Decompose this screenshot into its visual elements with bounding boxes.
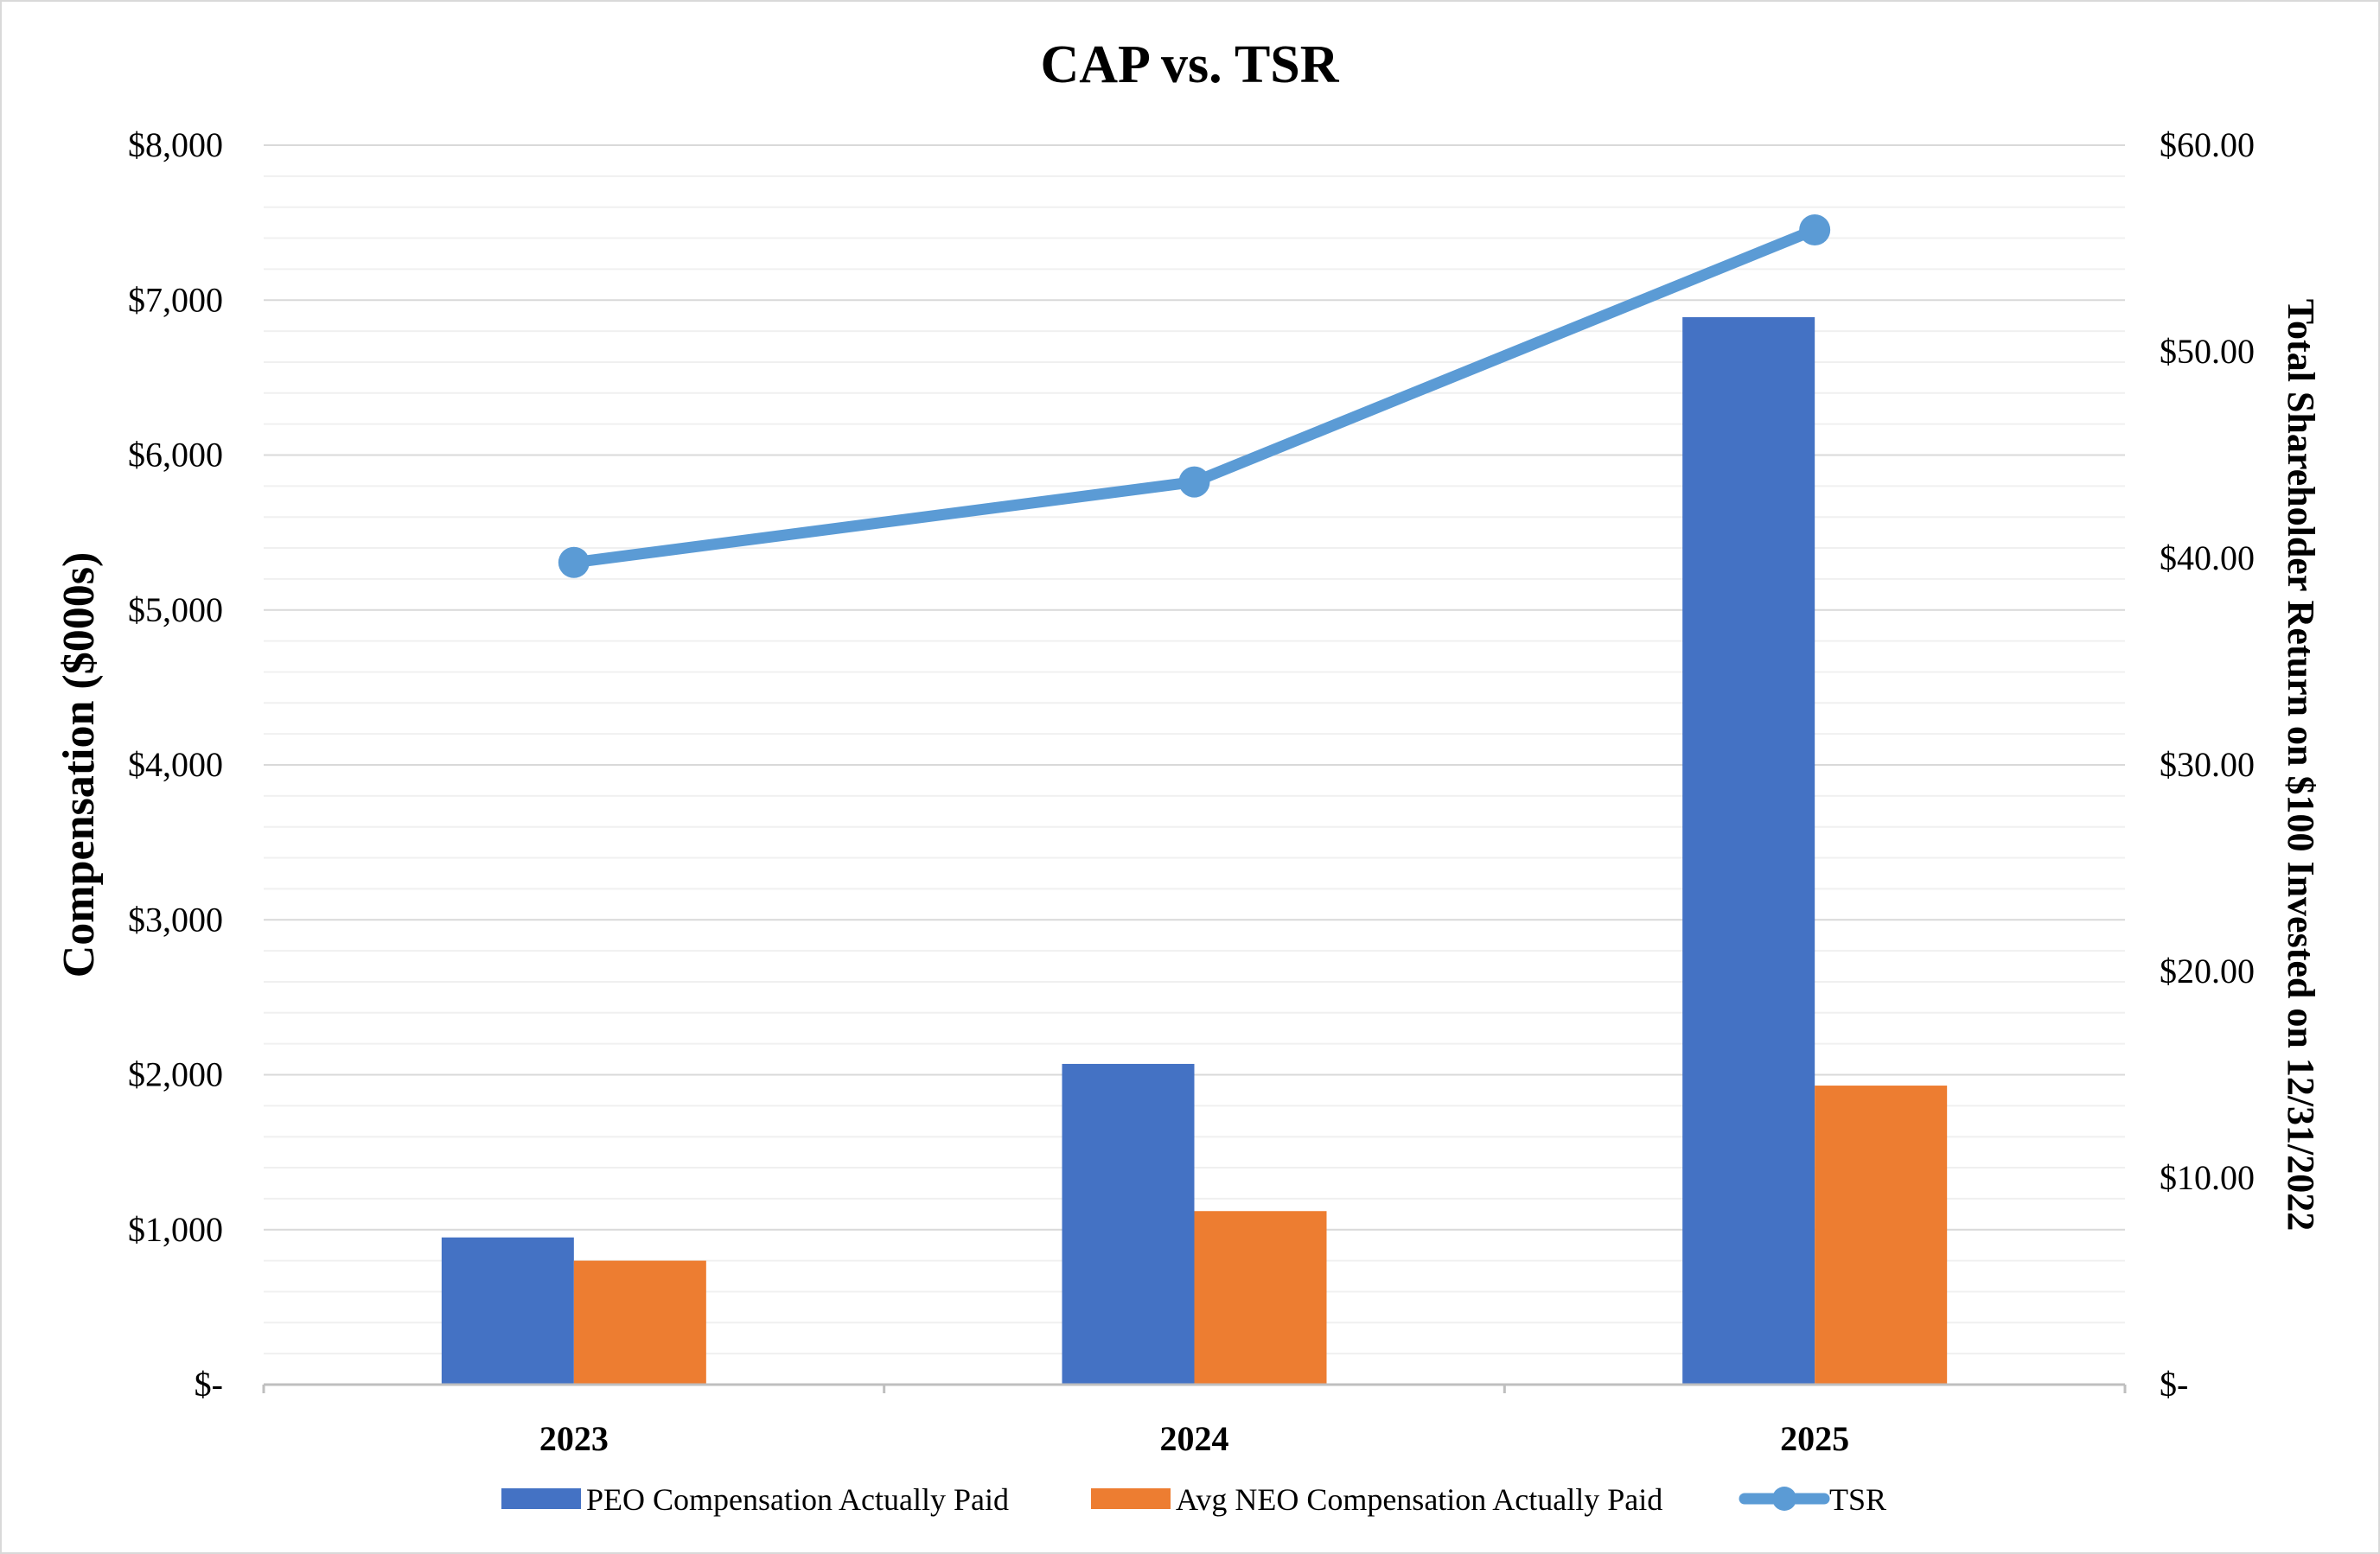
legend-neo-swatch xyxy=(1091,1488,1171,1509)
right-tick-label: $40.00 xyxy=(2160,538,2255,577)
legend-peo-swatch xyxy=(501,1488,581,1509)
tsr-point-2025 xyxy=(1799,213,1831,245)
right-tick-label: $- xyxy=(2160,1365,2188,1404)
left-axis-title: Compensation ($000s) xyxy=(54,552,104,978)
category-label: 2025 xyxy=(1780,1419,1849,1458)
left-tick-label: $1,000 xyxy=(128,1210,223,1249)
left-tick-label: $5,000 xyxy=(128,590,223,629)
chart-title: CAP vs. TSR xyxy=(1040,35,1339,94)
right-tick-label: $10.00 xyxy=(2160,1158,2255,1197)
neo-bar-2025 xyxy=(1815,1086,1948,1385)
peo-bar-2023 xyxy=(441,1237,574,1385)
bars xyxy=(441,316,1948,1385)
left-tick-label: $4,000 xyxy=(128,745,223,784)
tsr-line-layer xyxy=(558,213,1831,578)
tsr-point-2023 xyxy=(558,546,590,578)
left-tick-label: $3,000 xyxy=(128,900,223,939)
right-tick-label: $20.00 xyxy=(2160,952,2255,990)
left-tick-label: $8,000 xyxy=(128,125,223,164)
peo-bar-2024 xyxy=(1062,1063,1195,1385)
right-tick-label: $50.00 xyxy=(2160,332,2255,371)
left-tick-label: $2,000 xyxy=(128,1055,223,1094)
category-label: 2024 xyxy=(1160,1419,1229,1458)
right-axis-title: Total Shareholder Return on $100 Investe… xyxy=(2280,299,2322,1232)
legend: PEO Compensation Actually Paid Avg NEO Co… xyxy=(501,1482,1886,1517)
labels: CAP vs. TSR Compensation ($000s) Total S… xyxy=(54,35,2322,1458)
left-tick-label: $6,000 xyxy=(128,436,223,474)
neo-bar-2023 xyxy=(573,1260,706,1385)
category-label: 2023 xyxy=(539,1419,609,1458)
legend-tsr-label: TSR xyxy=(1829,1482,1886,1517)
neo-bar-2024 xyxy=(1194,1211,1327,1385)
peo-bar-2025 xyxy=(1682,316,1815,1385)
legend-neo-label: Avg NEO Compensation Actually Paid xyxy=(1176,1482,1662,1517)
legend-peo-label: PEO Compensation Actually Paid xyxy=(586,1482,1009,1517)
axes xyxy=(262,1383,2127,1393)
right-tick-label: $30.00 xyxy=(2160,745,2255,784)
tsr-point-2024 xyxy=(1178,466,1210,498)
legend-tsr-marker xyxy=(1772,1487,1796,1511)
left-tick-label: $- xyxy=(195,1365,223,1404)
tsr-line xyxy=(568,224,1821,569)
right-tick-label: $60.00 xyxy=(2160,125,2255,164)
left-tick-label: $7,000 xyxy=(128,280,223,319)
